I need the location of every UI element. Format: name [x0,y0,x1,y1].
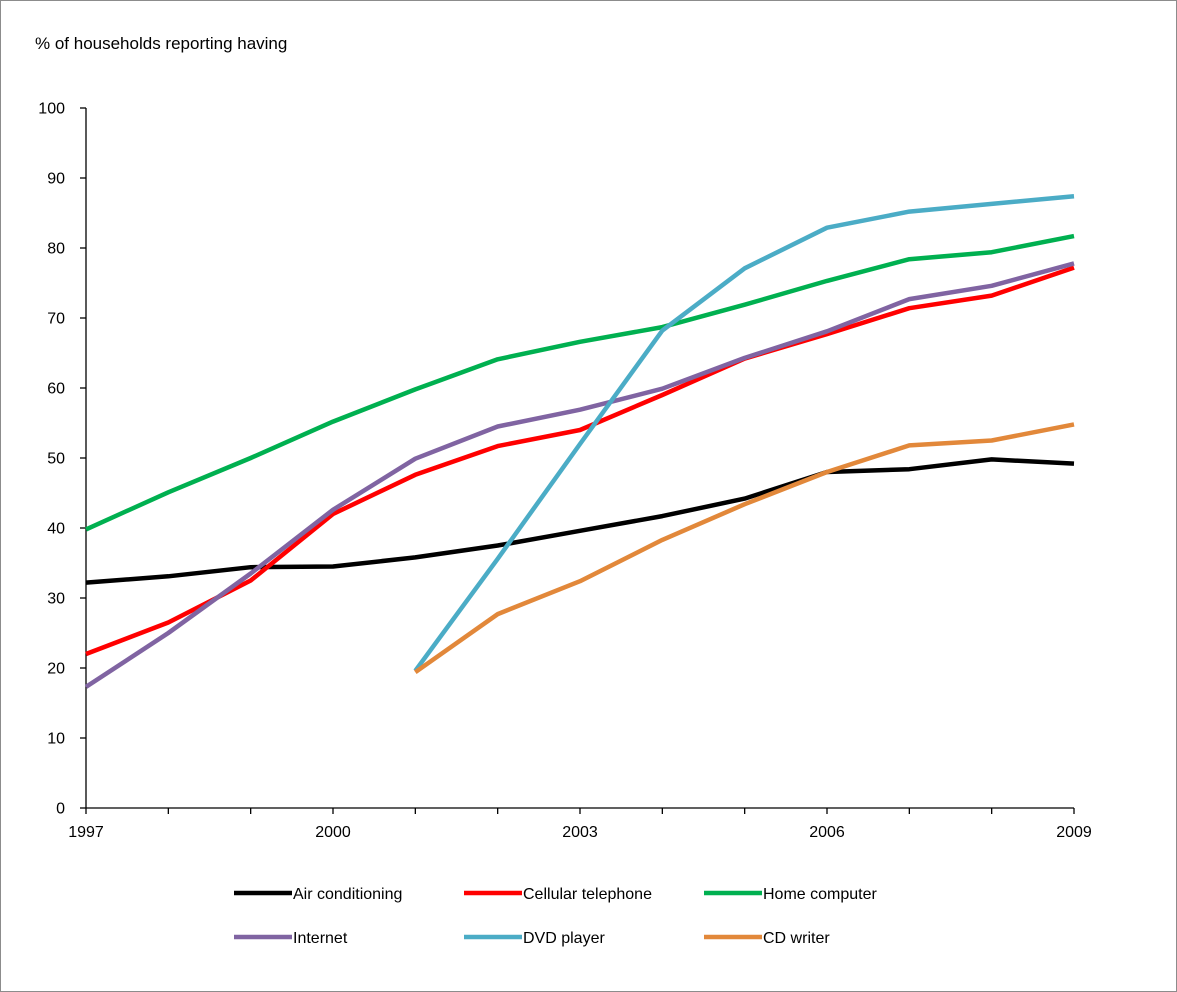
legend-item-air-conditioning: Air conditioning [234,886,402,903]
series-line-dvd-player [413,193,1075,673]
y-tick-label: 60 [47,381,65,398]
legend-item-dvd-player: DVD player [464,930,605,947]
legend-label: Cellular telephone [523,886,652,903]
legend-label: Air conditioning [293,886,402,903]
legend-item-cd-writer: CD writer [704,930,830,947]
x-tick-label: 2000 [315,824,351,841]
legend-label: Home computer [763,886,877,903]
y-tick-label: 80 [47,241,65,258]
legend-item-cellular-telephone: Cellular telephone [464,886,652,903]
y-tick-label: 50 [47,451,65,468]
y-tick-label: 40 [47,521,65,538]
y-tick-label: 90 [47,171,65,188]
y-tick-label: 0 [56,801,65,818]
y-tick-label: 20 [47,661,65,678]
legend-item-internet: Internet [234,930,348,947]
x-tick-label: 2003 [562,824,598,841]
legend-label: CD writer [763,930,830,947]
y-axis-title: % of households reporting having [35,34,287,53]
x-tick-label: 2009 [1056,824,1092,841]
legend-item-home-computer: Home computer [704,886,877,903]
series-line-internet [84,261,1075,689]
series-line-cellular-telephone [85,265,1075,657]
x-tick-label: 2006 [809,824,845,841]
legend-label: DVD player [523,930,605,947]
series-line-cd-writer [414,422,1075,675]
legend-label: Internet [293,930,348,947]
series-line-home-computer [85,233,1075,532]
x-tick-label: 1997 [68,824,104,841]
y-tick-label: 30 [47,591,65,608]
y-tick-label: 100 [38,101,65,118]
series-line-air-conditioning [85,457,1075,585]
y-tick-label: 10 [47,731,65,748]
y-tick-label: 70 [47,311,65,328]
